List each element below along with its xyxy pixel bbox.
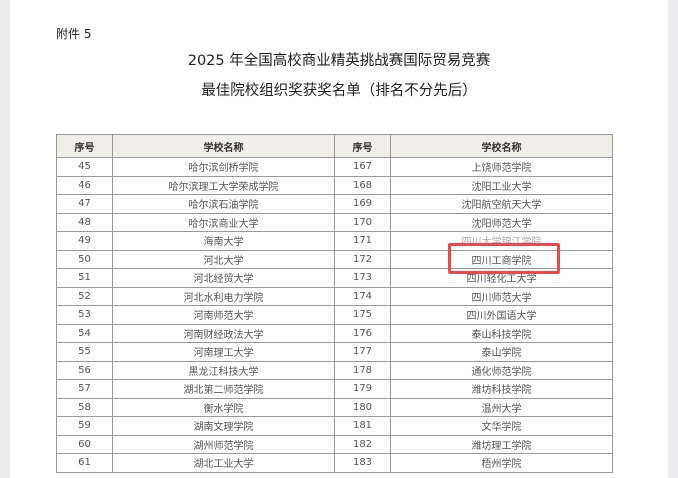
- row-index: 171: [334, 231, 391, 251]
- row-index: 169: [334, 194, 391, 214]
- table-row: 56 黑龙江科技大学 178 通化师范学院: [56, 360, 613, 380]
- row-index: 179: [334, 379, 391, 399]
- school-name: 沈阳师范大学: [390, 212, 613, 232]
- school-name: 哈尔滨商业大学: [112, 212, 335, 232]
- row-index: 170: [334, 212, 391, 232]
- table-row: 61 湖北工业大学 183 梧州学院: [56, 453, 613, 473]
- table-row: 54 河南财经政法大学 176 泰山科技学院: [56, 323, 613, 343]
- school-name: 文华学院: [390, 416, 613, 436]
- row-index: 52: [56, 286, 113, 306]
- header-index: 序号: [56, 134, 113, 158]
- row-index: 172: [334, 249, 391, 269]
- row-index: 61: [56, 453, 113, 473]
- school-name: 梧州学院: [390, 453, 613, 473]
- row-index: 57: [56, 379, 113, 399]
- school-name: 上饶师范学院: [390, 157, 613, 177]
- school-name: 沈阳工业大学: [390, 175, 613, 195]
- row-index: 49: [56, 231, 113, 251]
- table-row: 55 河南理工大学 177 泰山学院: [56, 342, 613, 362]
- school-name: 潍坊科技学院: [390, 379, 613, 399]
- row-index: 178: [334, 360, 391, 380]
- row-index: 180: [334, 397, 391, 417]
- school-name: 海南大学: [112, 231, 335, 251]
- row-index: 183: [334, 453, 391, 473]
- table-row: 57 湖北第二师范学院 179 潍坊科技学院: [56, 379, 613, 399]
- school-name: 湖北工业大学: [112, 453, 335, 473]
- row-index: 54: [56, 323, 113, 343]
- row-index: 176: [334, 323, 391, 343]
- school-name: 河南师范大学: [112, 305, 335, 325]
- school-name: 四川师范大学: [390, 286, 613, 306]
- header-school: 学校名称: [112, 134, 335, 158]
- school-name: 河北水利电力学院: [112, 286, 335, 306]
- table-row: 60 湖州师范学院 182 潍坊理工学院: [56, 434, 613, 454]
- table-header-row: 序号 学校名称 序号 学校名称: [56, 134, 613, 158]
- school-name: 四川外国语大学: [390, 305, 613, 325]
- row-index: 168: [334, 175, 391, 195]
- school-name: 沈阳航空航天大学: [390, 194, 613, 214]
- header-index: 序号: [334, 134, 391, 158]
- row-index: 53: [56, 305, 113, 325]
- school-name: 衡水学院: [112, 397, 335, 417]
- row-index: 173: [334, 268, 391, 288]
- row-index: 47: [56, 194, 113, 214]
- school-name: 哈尔滨石油学院: [112, 194, 335, 214]
- school-name: 泰山科技学院: [390, 323, 613, 343]
- document-title: 2025 年全国高校商业精英挑战赛国际贸易竞赛: [187, 53, 491, 69]
- row-index: 51: [56, 268, 113, 288]
- school-name: 哈尔滨理工大学荣成学院: [112, 175, 335, 195]
- school-name: 温州大学: [390, 397, 613, 417]
- row-index: 177: [334, 342, 391, 362]
- school-name: 河北大学: [112, 249, 335, 269]
- school-name: 泰山学院: [390, 342, 613, 362]
- row-index: 58: [56, 397, 113, 417]
- row-index: 175: [334, 305, 391, 325]
- table-row: 45 哈尔滨剑桥学院 167 上饶师范学院: [56, 157, 613, 177]
- school-name: 河北经贸大学: [112, 268, 335, 288]
- row-index: 59: [56, 416, 113, 436]
- school-name: 黑龙江科技大学: [112, 360, 335, 380]
- row-index: 56: [56, 360, 113, 380]
- highlight-box: [448, 243, 560, 274]
- school-name: 湖北第二师范学院: [112, 379, 335, 399]
- row-index: 48: [56, 212, 113, 232]
- row-index: 174: [334, 286, 391, 306]
- award-table: 序号 学校名称 序号 学校名称 45 哈尔滨剑桥学院 167 上饶师范学院 46 哈尔滨理…: [56, 134, 613, 473]
- school-name: 哈尔滨剑桥学院: [112, 157, 335, 177]
- row-index: 182: [334, 434, 391, 454]
- table-row: 48 哈尔滨商业大学 170 沈阳师范大学: [56, 212, 613, 232]
- row-index: 46: [56, 175, 113, 195]
- row-index: 55: [56, 342, 113, 362]
- table-row: 47 哈尔滨石油学院 169 沈阳航空航天大学: [56, 194, 613, 214]
- row-index: 181: [334, 416, 391, 436]
- school-name: 湖南文理学院: [112, 416, 335, 436]
- header-school: 学校名称: [390, 134, 613, 158]
- row-index: 60: [56, 434, 113, 454]
- table-row: 49 海南大学 171 四川大学锦江学院: [56, 231, 613, 251]
- school-name: 湖州师范学院: [112, 434, 335, 454]
- row-index: 167: [334, 157, 391, 177]
- row-index: 50: [56, 249, 113, 269]
- document-subtitle: 最佳院校组织奖获奖名单（排名不分先后）: [201, 83, 477, 99]
- table-row: 58 衡水学院 180 温州大学: [56, 397, 613, 417]
- school-name: 通化师范学院: [390, 360, 613, 380]
- school-name: 潍坊理工学院: [390, 434, 613, 454]
- table-row: 53 河南师范大学 175 四川外国语大学: [56, 305, 613, 325]
- table-row: 52 河北水利电力学院 174 四川师范大学: [56, 286, 613, 306]
- school-name: 河南财经政法大学: [112, 323, 335, 343]
- table-row: 59 湖南文理学院 181 文华学院: [56, 416, 613, 436]
- row-index: 45: [56, 157, 113, 177]
- attachment-label: 附件 5: [56, 27, 92, 41]
- school-name: 河南理工大学: [112, 342, 335, 362]
- table-row: 46 哈尔滨理工大学荣成学院 168 沈阳工业大学: [56, 175, 613, 195]
